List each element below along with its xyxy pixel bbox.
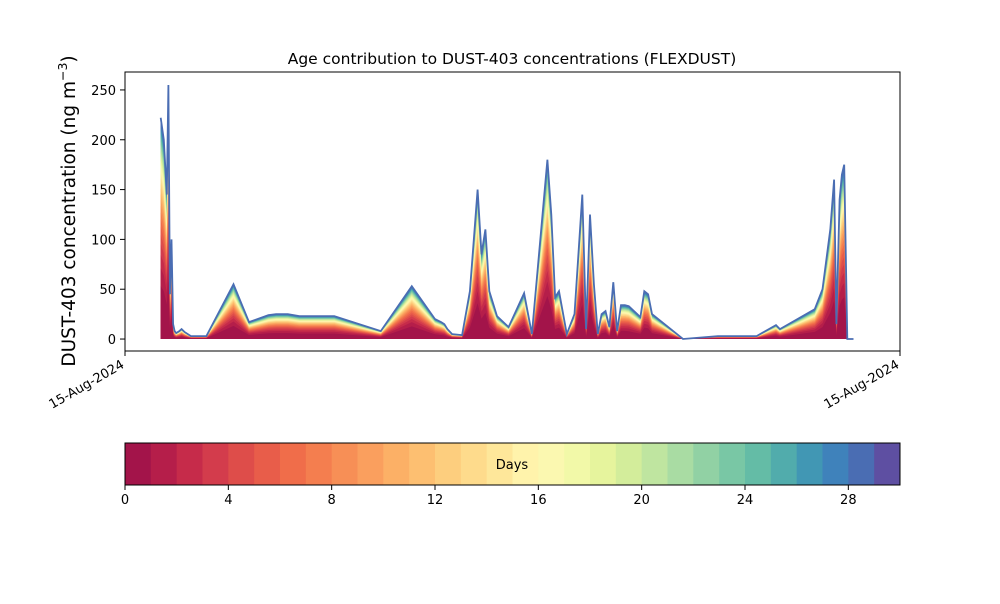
colorbar-cell [564, 443, 591, 485]
colorbar-cell [125, 443, 152, 485]
y-tick-label: 0 [108, 333, 116, 348]
colorbar-cell [305, 443, 333, 485]
colorbar-cell [848, 443, 875, 485]
x-axis: 15-Aug-2024 15-Aug-2024 [47, 351, 902, 413]
colorbar-cell [770, 443, 798, 485]
area-layers [160, 85, 854, 339]
colorbar-cell [486, 443, 513, 485]
colorbar-tick-label: 16 [530, 493, 547, 508]
colorbar-cell [460, 443, 488, 485]
colorbar-cell [176, 443, 203, 485]
colorbar-cell [202, 443, 229, 485]
colorbar-cell [667, 443, 694, 485]
colorbar-tick-label: 4 [224, 493, 232, 508]
colorbar-cell [693, 443, 720, 485]
colorbar-tick-label: 28 [840, 493, 857, 508]
y-axis-label: DUST-403 concentration (ng m−3) [55, 55, 80, 366]
age-layer-0 [160, 278, 854, 339]
colorbar-cell [796, 443, 823, 485]
colorbar-cell [331, 443, 358, 485]
colorbar-cell [615, 443, 643, 485]
y-axis-label-close: ) [59, 55, 80, 62]
colorbar-cell [822, 443, 849, 485]
y-tick-label: 50 [99, 283, 116, 298]
y-tick-label: 200 [91, 134, 116, 149]
colorbar-cell [538, 443, 565, 485]
colorbar-cell [383, 443, 410, 485]
colorbar-cell [150, 443, 178, 485]
colorbar-cell [745, 443, 772, 485]
colorbar-tick-label: 8 [328, 493, 336, 508]
colorbar-label: Days [496, 458, 529, 473]
colorbar-tick-label: 24 [737, 493, 754, 508]
colorbar-cell [512, 443, 539, 485]
colorbar-cell [641, 443, 668, 485]
plot-area: 0 50 100 150 200 250 15-Aug-2024 15-Aug-2024 [47, 71, 902, 413]
y-tick-label: 100 [91, 233, 116, 248]
colorbar-cell [280, 443, 307, 485]
colorbar: Days 0 4 8 12 16 20 24 28 [121, 442, 901, 508]
colorbar-frame [124, 442, 901, 486]
colorbar-cell [409, 443, 436, 485]
colorbar-cell [719, 443, 746, 485]
y-axis-label-exponent: −3 [55, 63, 70, 81]
plot-background [125, 72, 900, 351]
colorbar-cell [228, 443, 255, 485]
colorbar-cell [874, 443, 901, 485]
colorbar-cell [254, 443, 281, 485]
colorbar-cell [435, 443, 462, 485]
y-axis-label-text: DUST-403 concentration (ng m [59, 81, 80, 367]
colorbar-cells [125, 443, 901, 485]
y-tick-label: 250 [91, 84, 116, 99]
colorbar-cell [357, 443, 384, 485]
colorbar-tick-label: 20 [633, 493, 650, 508]
colorbar-tick-label: 12 [427, 493, 444, 508]
y-axis: 0 50 100 150 200 250 [91, 84, 125, 348]
y-tick-label: 150 [91, 184, 116, 199]
colorbar-tick-label: 0 [121, 493, 129, 508]
total-concentration-line [159, 84, 854, 340]
plot-frame [124, 71, 901, 352]
x-tick-label: 15-Aug-2024 [822, 357, 902, 412]
colorbar-cell [590, 443, 617, 485]
chart-title: Age contribution to DUST-403 concentrati… [288, 50, 737, 68]
colorbar-ticks: 0 4 8 12 16 20 24 28 [121, 485, 857, 508]
